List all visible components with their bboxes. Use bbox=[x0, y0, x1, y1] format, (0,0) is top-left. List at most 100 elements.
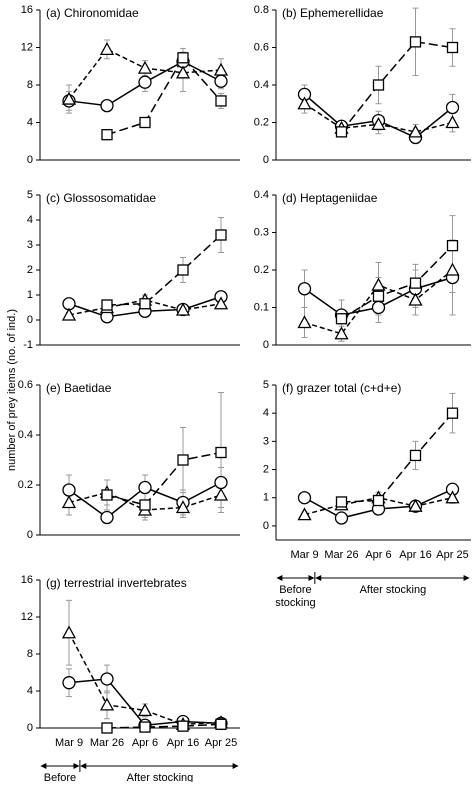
period-label: Before bbox=[279, 584, 311, 596]
marker-triangle bbox=[445, 115, 460, 129]
marker-circle bbox=[100, 98, 114, 113]
series-line bbox=[106, 723, 222, 729]
marker-triangle bbox=[213, 487, 229, 501]
marker-triangle bbox=[213, 62, 229, 76]
marker-triangle bbox=[137, 60, 153, 74]
marker-circle bbox=[138, 480, 152, 495]
marker-square bbox=[372, 494, 385, 507]
marker-square bbox=[372, 79, 385, 91]
marker-square bbox=[139, 298, 151, 310]
x-tick-label: Apr 25 bbox=[205, 737, 237, 749]
panel-title: (a) Chironomidae bbox=[46, 6, 139, 20]
y-tick-label: 0.4 bbox=[18, 429, 33, 441]
y-tick-label: 5 bbox=[27, 189, 33, 201]
marker-circle bbox=[214, 74, 228, 88]
marker-square bbox=[139, 499, 151, 511]
y-tick-label: 0.2 bbox=[254, 116, 269, 128]
marker-square bbox=[177, 454, 189, 466]
x-tick-label: Apr 6 bbox=[365, 549, 391, 561]
x-tick-label: Mar 26 bbox=[90, 737, 124, 749]
marker-circle bbox=[100, 672, 114, 686]
marker-triangle bbox=[99, 697, 115, 711]
panel-title: (d) Heptageniidae bbox=[282, 191, 378, 205]
marker-triangle bbox=[334, 326, 349, 340]
marker-triangle bbox=[61, 91, 77, 105]
y-tick-label: 16 bbox=[21, 574, 33, 586]
marker-square bbox=[101, 489, 113, 501]
marker-square bbox=[335, 126, 348, 138]
marker-square bbox=[335, 313, 348, 325]
marker-triangle bbox=[175, 500, 191, 514]
series-line bbox=[68, 678, 222, 727]
marker-circle bbox=[62, 676, 76, 690]
marker-circle bbox=[138, 75, 152, 89]
series-line bbox=[106, 451, 222, 506]
marker-triangle bbox=[408, 498, 423, 512]
y-tick-label: 0.6 bbox=[18, 379, 33, 391]
x-tick-label: Apr 25 bbox=[436, 549, 468, 561]
x-tick-label: Apr 16 bbox=[399, 549, 431, 561]
period-label: Before bbox=[44, 772, 76, 782]
y-axis-label: number of prey items (no. of ind.) bbox=[6, 309, 18, 471]
y-tick-label: 3 bbox=[27, 239, 33, 251]
y-tick-label: 1 bbox=[263, 492, 269, 504]
y-tick-label: 0 bbox=[27, 722, 33, 734]
marker-square bbox=[446, 239, 459, 252]
y-tick-label: 1 bbox=[27, 289, 33, 301]
series-line bbox=[68, 299, 222, 316]
marker-square bbox=[409, 277, 422, 289]
series-line bbox=[340, 41, 453, 133]
marker-square bbox=[215, 446, 227, 459]
panel-title: (c) Glossosomatidae bbox=[46, 191, 156, 205]
y-tick-label: 0.4 bbox=[254, 79, 269, 91]
y-tick-label: 0 bbox=[263, 339, 269, 351]
y-tick-label: 0 bbox=[27, 529, 33, 541]
y-tick-label: 4 bbox=[263, 407, 269, 419]
x-tick-label: Apr 6 bbox=[132, 737, 158, 749]
panel-title: (g) terrestrial invertebrates bbox=[46, 576, 187, 590]
y-tick-label: 16 bbox=[21, 4, 33, 16]
y-tick-label: 2 bbox=[263, 463, 269, 475]
series-line bbox=[106, 234, 222, 306]
marker-square bbox=[177, 720, 189, 732]
y-tick-label: 0 bbox=[27, 154, 33, 166]
y-tick-label: 5 bbox=[263, 379, 269, 391]
marker-circle bbox=[334, 511, 349, 525]
series-line bbox=[341, 245, 454, 320]
y-tick-label: 0.4 bbox=[254, 189, 269, 201]
x-tick-label: Mar 9 bbox=[55, 737, 83, 749]
y-tick-label: 12 bbox=[21, 41, 33, 53]
marker-square bbox=[446, 41, 459, 54]
y-tick-label: 8 bbox=[27, 648, 33, 660]
panel-title: (e) Baetidae bbox=[46, 381, 112, 395]
marker-circle bbox=[445, 100, 460, 115]
marker-square bbox=[335, 496, 348, 508]
series-line bbox=[341, 412, 454, 503]
marker-triangle bbox=[99, 42, 115, 56]
marker-triangle bbox=[445, 262, 460, 276]
marker-square bbox=[101, 299, 113, 311]
marker-circle bbox=[297, 491, 312, 505]
y-tick-label: 3 bbox=[263, 435, 269, 447]
y-tick-label: 4 bbox=[27, 214, 33, 226]
marker-square bbox=[177, 264, 189, 276]
x-tick-label: Mar 9 bbox=[290, 549, 318, 561]
period-label: After stocking bbox=[127, 772, 194, 782]
period-label: stocking bbox=[275, 597, 315, 609]
marker-circle bbox=[297, 282, 312, 296]
panel-title: (f) grazer total (c+d+e) bbox=[282, 381, 401, 395]
y-tick-label: -1 bbox=[23, 339, 33, 351]
marker-square bbox=[139, 116, 151, 129]
marker-square bbox=[177, 52, 189, 64]
marker-triangle bbox=[175, 302, 191, 316]
x-tick-label: Mar 26 bbox=[324, 549, 358, 561]
marker-triangle bbox=[297, 96, 312, 110]
period-label: After stocking bbox=[360, 584, 427, 596]
marker-circle bbox=[100, 510, 114, 525]
y-tick-label: 0.8 bbox=[254, 4, 269, 16]
series-line bbox=[106, 56, 222, 136]
y-tick-label: 0 bbox=[263, 154, 269, 166]
marker-triangle bbox=[213, 296, 229, 310]
marker-triangle bbox=[61, 495, 77, 509]
